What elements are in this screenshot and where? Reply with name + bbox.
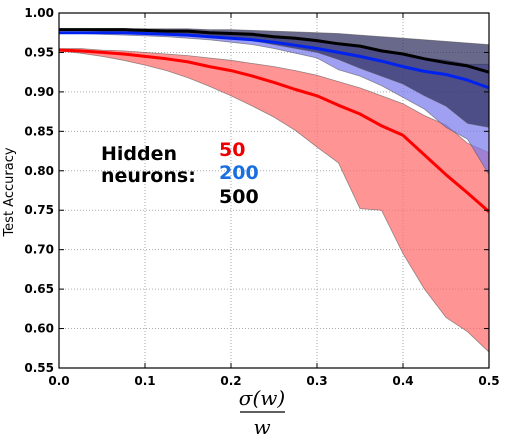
- x-tick-label: 0.4: [392, 374, 413, 388]
- tick-labels: 0.0 0.1 0.2 0.3 0.4 0.5 0.55 0.60 0.65 0.70 0.75 0.…: [24, 6, 499, 388]
- legend: Hidden neurons: 50 200 500: [101, 139, 259, 208]
- series-lines: [58, 28, 490, 213]
- x-tick-label: 0.0: [48, 374, 69, 388]
- x-axis-label: σ(w) w: [239, 386, 285, 439]
- legend-entry-500: 500: [219, 186, 259, 208]
- legend-title-line2: neurons:: [101, 165, 196, 187]
- y-tick-label: 1.00: [24, 6, 54, 20]
- legend-title-line1: Hidden: [101, 143, 177, 165]
- legend-entry-200: 200: [219, 162, 259, 184]
- axis-ticks: [58, 12, 490, 369]
- y-tick-label: 0.65: [24, 282, 54, 296]
- y-tick-label: 0.90: [24, 85, 54, 99]
- legend-entry-50: 50: [219, 139, 245, 161]
- y-tick-label: 0.60: [24, 322, 54, 336]
- confidence-bands: [58, 28, 490, 354]
- x-tick-label: 0.1: [134, 374, 155, 388]
- y-tick-label: 0.85: [24, 124, 54, 138]
- series-line-500: [59, 28, 490, 74]
- series-line-50: [58, 48, 490, 213]
- y-axis-label: Test Accuracy: [2, 147, 17, 237]
- y-tick-label: 0.80: [24, 164, 54, 178]
- axes-frame: [58, 12, 490, 369]
- y-tick-label: 0.70: [24, 243, 54, 257]
- x-tick-label: 0.3: [306, 374, 327, 388]
- x-tick-label: 0.5: [478, 374, 499, 388]
- y-tick-label: 0.75: [24, 203, 54, 217]
- y-tick-label: 0.55: [24, 361, 54, 375]
- x-axis-label-numerator: σ(w): [239, 386, 285, 410]
- y-tick-label: 0.95: [24, 45, 54, 59]
- x-axis-label-denominator: w: [253, 415, 270, 439]
- x-tick-label: 0.2: [220, 374, 241, 388]
- series-line-200: [59, 31, 490, 90]
